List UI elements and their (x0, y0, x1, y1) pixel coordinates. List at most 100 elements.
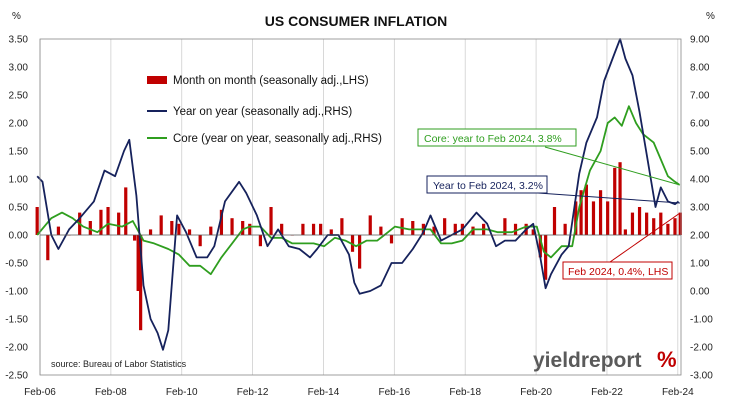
annotation-yoy-box (426, 175, 548, 194)
mom-bar (56, 226, 61, 235)
right-tick-label: -3.00 (690, 371, 713, 382)
mom-bar (563, 223, 567, 235)
x-tick-label: Feb-06 (24, 387, 56, 398)
left-tick-label: -2.00 (5, 343, 28, 354)
mom-bar (198, 235, 202, 247)
mom-bar (623, 229, 627, 235)
legend: Month on month (seasonally adj.,LHS) Yea… (147, 75, 382, 145)
x-axis-ticks: Feb-06 Feb-08 Feb-10 Feb-12 Feb-14 Feb-16 Feb-… (24, 387, 694, 398)
left-tick-label: 0.00 (9, 231, 29, 242)
mom-bar (630, 212, 635, 235)
annotation-yoy-text: Year to Feb 2024, 3.2% (433, 180, 543, 192)
mom-bar (513, 223, 518, 235)
mom-bar (124, 187, 128, 235)
mom-bar (329, 229, 333, 235)
x-tick-label: Feb-14 (308, 387, 340, 398)
x-tick-label: Feb-08 (95, 387, 127, 398)
mom-bar (400, 218, 404, 235)
mom-bar (411, 221, 415, 235)
mom-bar (248, 223, 252, 235)
mom-bar (552, 207, 557, 235)
mom-bar (358, 235, 362, 269)
right-tick-label: 6.00 (690, 119, 710, 130)
mom-bar (637, 207, 642, 235)
mom-bar (503, 218, 507, 235)
mom-bars (35, 162, 682, 331)
left-tick-label: -1.00 (5, 287, 28, 298)
left-tick-label: 3.00 (9, 63, 29, 74)
left-tick-label: 3.50 (9, 35, 29, 46)
mom-bar (117, 212, 121, 235)
mom-bar (230, 218, 234, 235)
right-tick-label: 8.00 (690, 63, 710, 74)
x-tick-label: Feb-18 (449, 387, 481, 398)
left-tick-label: 2.50 (9, 91, 29, 102)
yieldreport-logo: yieldreport % (533, 347, 677, 372)
mom-bar (269, 207, 273, 235)
left-tick-label: 2.00 (9, 119, 29, 130)
mom-bar (471, 226, 475, 235)
annotation-core-box (417, 128, 577, 147)
mom-bar (613, 167, 617, 235)
mom-bar (99, 209, 103, 235)
right-axis-unit: % (706, 11, 715, 22)
mom-bar (645, 212, 649, 235)
chart-title: US CONSUMER INFLATION (265, 13, 448, 29)
x-tick-label: Feb-16 (378, 387, 410, 398)
right-tick-label: 5.00 (690, 147, 710, 158)
annotation-mom-box (562, 261, 673, 280)
right-axis-ticks: 9.00 8.00 7.00 6.00 5.00 4.00 3.00 2.00 1.00 0.00… (690, 35, 713, 382)
mom-bar (159, 215, 163, 235)
right-tick-label: -1.00 (690, 315, 713, 326)
left-axis-ticks: 3.50 3.00 2.50 2.00 1.50 1.00 0.50 0.00 -0.50 -1.… (5, 35, 28, 382)
mom-bar (139, 235, 143, 331)
mom-bar (133, 235, 137, 241)
x-tick-label: Feb-24 (662, 387, 694, 398)
mom-bar (584, 184, 588, 235)
annotation-core: Core: year to Feb 2024, 3.8% (417, 128, 681, 186)
right-tick-label: 7.00 (690, 91, 710, 102)
mom-bar (209, 226, 213, 235)
mom-bar (531, 229, 535, 235)
mom-bar (148, 229, 153, 235)
mom-bar (538, 235, 542, 258)
mom-bar (443, 218, 447, 235)
annotation-core-text: Core: year to Feb 2024, 3.8% (424, 133, 562, 145)
mom-bar (652, 218, 656, 235)
plot-frame (39, 38, 682, 376)
legend-swatch-mom (147, 76, 167, 84)
right-tick-label: 4.00 (690, 175, 710, 186)
left-tick-label: -1.50 (5, 315, 28, 326)
right-tick-label: 9.00 (690, 35, 710, 46)
mom-bar (659, 212, 663, 235)
mom-bar (574, 201, 578, 235)
source-note: source: Bureau of Labor Statistics (51, 359, 187, 369)
brand-name: yieldreport (533, 349, 642, 372)
mom-bar (319, 223, 323, 235)
brand-percent: % (657, 347, 677, 372)
mom-bar (301, 223, 305, 235)
mom-bar (88, 221, 92, 235)
right-tick-label: 2.00 (690, 231, 710, 242)
mom-bar (177, 223, 181, 235)
left-tick-label: 1.50 (9, 147, 29, 158)
mom-bar (673, 218, 677, 235)
mom-bar (453, 223, 457, 235)
mom-bar (258, 235, 262, 247)
mom-bar (678, 212, 682, 235)
annotation-mom-leader (609, 212, 681, 263)
left-tick-label: -0.50 (5, 259, 28, 270)
right-tick-label: -2.00 (690, 343, 713, 354)
legend-label-yoy: Year on year (seasonally adj.,RHS) (173, 106, 352, 118)
x-tick-label: Feb-20 (520, 387, 552, 398)
left-axis-unit: % (12, 11, 21, 22)
x-tick-label: Feb-22 (591, 387, 623, 398)
mom-bar (46, 235, 50, 261)
mom-bar (379, 226, 383, 235)
right-tick-label: 0.00 (690, 287, 710, 298)
left-tick-label: 1.00 (9, 175, 29, 186)
left-tick-label: 0.50 (9, 203, 29, 214)
mom-bar (241, 221, 245, 235)
